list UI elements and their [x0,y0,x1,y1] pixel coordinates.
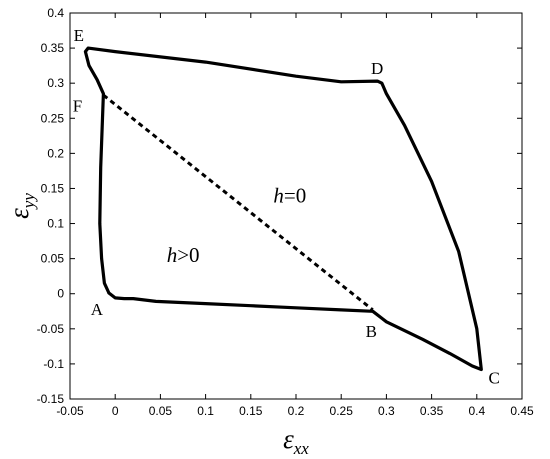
y-axis-label: εyy [4,193,38,219]
point-label-f: F [73,96,82,115]
y-tick-label: 0 [57,287,64,301]
region-label-variable: h [273,183,284,207]
x-tick-label: 0.2 [288,404,305,418]
x-tick-label: 0 [112,404,119,418]
x-tick-label: 0.1 [197,404,214,418]
y-tick-label: 0.2 [47,146,64,160]
region-label: h=0 [273,183,306,207]
point-label-d: D [371,59,383,78]
y-tick-label: 0.1 [47,217,64,231]
x-tick-label: 0.45 [510,404,534,418]
x-tick-label: 0.25 [330,404,354,418]
y-tick-label: 0.4 [47,6,64,20]
y-tick-label: 0.3 [47,76,64,90]
strain-path-line [83,46,483,372]
x-tick-label: 0.4 [468,404,485,418]
series-group [83,46,483,372]
y-tick-label: -0.05 [37,322,65,336]
point-label-b: B [366,322,377,341]
region-label: h>0 [167,243,200,267]
x-tick-label: 0.35 [420,404,444,418]
x-tick-label: 0.3 [378,404,395,418]
region-label-condition: >0 [177,243,199,267]
dashed-boundary-line [102,93,374,312]
y-tick-label: -0.15 [37,392,65,406]
point-label-c: C [489,369,500,388]
y-tick-label: 0.05 [41,252,65,266]
y-tick-label: -0.1 [43,357,64,371]
point-label-e: E [74,26,84,45]
ticks: -0.05 0 0.05 0.1 0.15 0.2 0.25 0.3 0.35 0.4 0.45 -0… [37,6,534,418]
region-label-condition: =0 [284,183,306,207]
y-tick-label: 0.15 [41,181,65,195]
point-label-a: A [91,300,104,319]
y-tick-label: 0.35 [41,41,65,55]
y-tick-label: 0.25 [41,111,65,125]
x-axis-label: εxx [283,424,309,458]
x-tick-label: 0.15 [239,404,263,418]
x-tick-label: -0.05 [56,404,84,418]
x-tick-label: 0.05 [149,404,173,418]
region-label-variable: h [167,243,178,267]
